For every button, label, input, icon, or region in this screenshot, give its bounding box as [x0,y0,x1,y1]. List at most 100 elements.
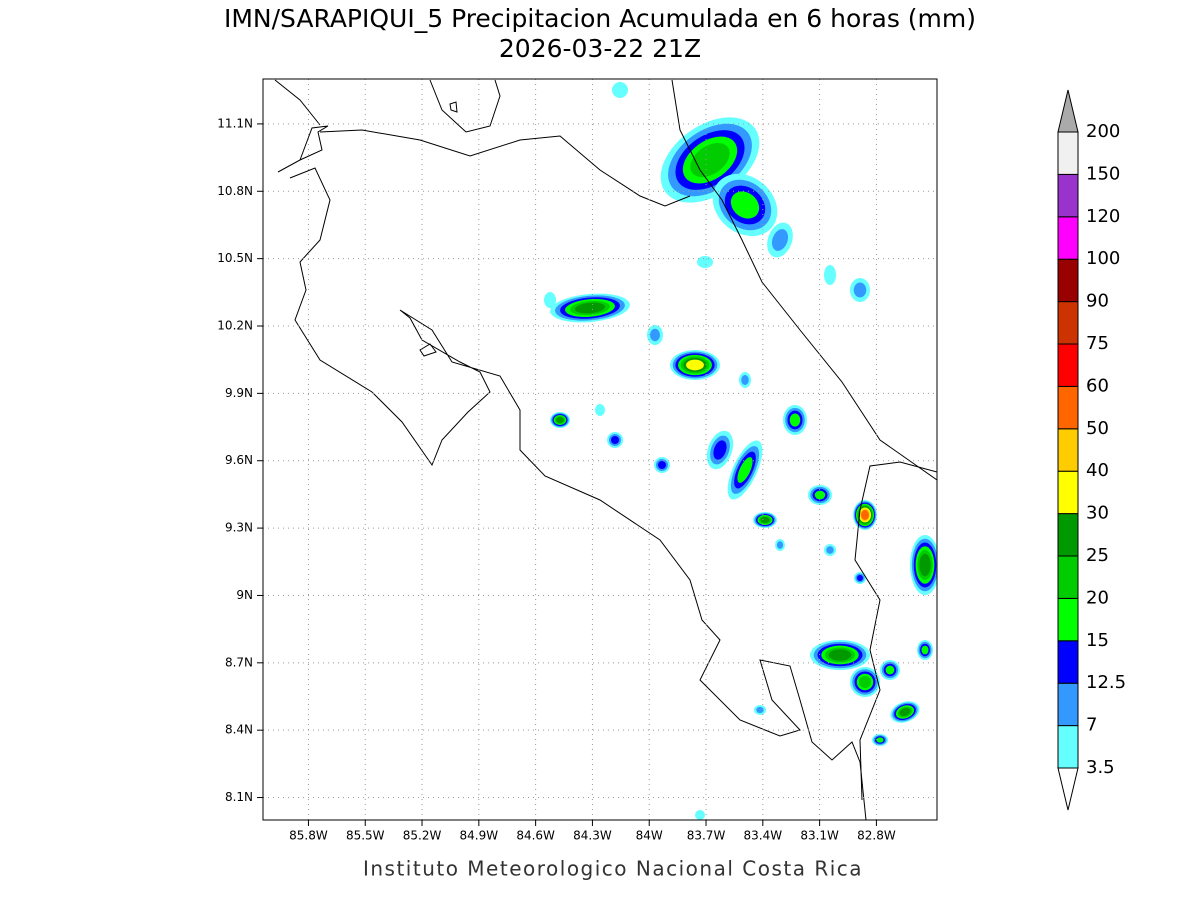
lake [419,101,458,357]
colorbar-label: 3.5 [1086,757,1115,778]
x-tick-label: 85.2W [403,829,442,843]
colorbar-box [1057,682,1079,727]
precip-area [919,553,931,577]
precip-area [690,142,730,178]
y-tick-label: 8.7N [225,655,253,669]
colorbar-box [1057,216,1079,260]
colorbar-label: 100 [1086,248,1120,269]
title: IMN/SARAPIQUI_5 Precipitacion Acumulada … [224,4,976,33]
y-tick-label: 8.1N [225,790,253,804]
precip-area [611,436,619,444]
precip-area [544,292,556,308]
precip-area [857,575,863,581]
y-tick-label: 10.2N [217,319,253,333]
colorbar-box [1057,470,1079,515]
colorbar-under [1057,767,1079,811]
x-tick-label: 82.8W [857,829,896,843]
precip-area [730,191,760,219]
colorbar-label: 90 [1086,291,1109,312]
nicaragua-border [274,79,691,207]
colorbar: 3.5 7 12.5 15 20 25 30 40 50 60 75 90 100 120 150 200 [1057,89,1126,811]
colorbar-box [1057,640,1079,684]
x-tick-label: 84.6W [516,829,555,843]
colorbar-label: 12.5 [1086,672,1126,693]
x-tick-label: 85.8W [289,829,328,843]
colorbar-box [1057,173,1079,218]
x-tick-label: 83.7W [687,829,726,843]
colorbar-box [1057,258,1079,303]
x-tick-label: 84.3W [573,829,612,843]
precip-area [828,649,852,661]
panama-border [854,461,937,801]
y-tick-label: 9.3N [225,521,253,535]
precip-area [612,82,628,98]
y-tick-label: 8.4N [225,723,253,737]
colorbar-box [1057,131,1079,175]
precip-area [876,737,884,743]
coastlines [274,79,937,820]
x-tick-label: 85.5W [346,829,385,843]
precip-area [859,676,871,688]
colorbar-label: 75 [1086,333,1109,354]
precip-area [824,265,836,285]
colorbar-label: 50 [1086,418,1109,439]
colorbar-box [1057,725,1079,769]
y-tick-label: 11.1N [217,116,253,130]
x-tick-label: 84.9W [460,829,499,843]
precip-area [695,810,705,820]
precip-area [885,665,895,675]
precip-area [789,413,801,427]
y-tick-label: 10.8N [217,184,253,198]
precip-area [658,461,666,469]
precip-area [814,490,826,500]
y-tick-label: 10.5N [217,251,253,265]
colorbar-label: 200 [1086,121,1120,142]
precip-area [575,302,605,314]
precip-area [556,417,564,423]
precip-field [544,82,937,820]
precip-area [650,328,660,342]
colorbar-label: 7 [1086,715,1097,736]
pacific-coast [277,125,867,820]
subtitle: 2026-03-22 21Z [499,34,701,63]
precip-area [713,440,727,460]
precip-area [737,457,753,483]
colorbar-label: 25 [1086,545,1109,566]
grid: 85.8W 85.5W 85.2W 84.9W 84.6W 84.3W 84W 83.7W 83… [217,79,937,843]
colorbar-box [1057,555,1079,599]
caribbean-coast [671,79,937,481]
precip-area [921,645,929,655]
y-tick-label: 9N [236,588,253,602]
colorbar-box [1057,385,1079,430]
y-tick-label: 9.6N [225,453,253,467]
lake-nicaragua [429,79,501,133]
precip-area [899,707,911,717]
colorbar-label: 30 [1086,503,1109,524]
precip-area [760,517,770,523]
map-frame [262,78,938,821]
precip-area [776,541,784,549]
precip-area [826,546,834,554]
colorbar-box [1057,428,1079,472]
colorbar-label: 20 [1086,587,1109,608]
precip-area [756,706,764,714]
x-tick-label: 83.1W [800,829,839,843]
colorbar-label: 40 [1086,460,1109,481]
precip-area [861,510,869,520]
colorbar-label: 150 [1086,163,1120,184]
footer: Instituto Meteorologico Nacional Costa R… [363,857,863,881]
colorbar-over [1057,89,1079,133]
colorbar-label: 120 [1086,206,1120,227]
precip-area [771,229,789,251]
precip-area [741,375,749,385]
colorbar-box [1057,513,1079,557]
x-tick-label: 84W [636,829,663,843]
colorbar-box [1057,343,1079,387]
precip-area [697,256,713,268]
colorbar-label: 60 [1086,375,1109,396]
precip-area [853,282,867,298]
colorbar-box [1057,597,1079,642]
precip-area [686,359,704,371]
x-tick-label: 83.4W [744,829,783,843]
